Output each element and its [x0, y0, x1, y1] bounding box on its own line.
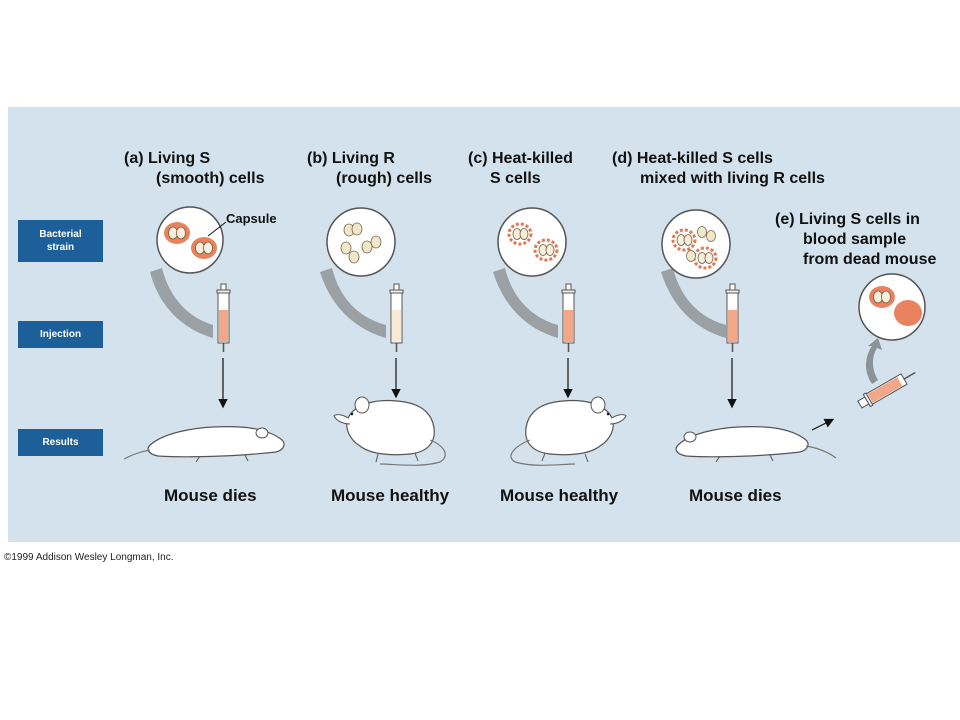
panel-c-title: (c) Heat-killed S cells — [468, 149, 573, 189]
syringe-icon — [389, 283, 404, 352]
funnel-shadow-b — [320, 268, 386, 338]
cell-circle-a — [156, 206, 224, 274]
r-cell-icon — [340, 222, 382, 264]
capsule-label: Capsule — [226, 211, 277, 226]
panel-e-title-line2: blood sample — [803, 231, 907, 248]
mixed-cells-icon — [671, 226, 718, 270]
panel-e-title: (e) Living S cells in blood sample from de… — [775, 210, 936, 270]
panel-b-title: (b) Living R (rough) cells — [307, 149, 432, 189]
panel-c-result: Mouse healthy — [500, 486, 619, 505]
panel-d-title-line1: (d) Heat-killed S cells — [612, 150, 773, 167]
dead-mouse-icon — [123, 426, 285, 463]
panel-d-result: Mouse dies — [689, 486, 782, 505]
panel-b-illustration — [320, 207, 446, 466]
syringe-icon — [561, 283, 576, 352]
funnel-shadow-d — [661, 268, 726, 338]
row-label-bacterial-strain-line2: strain — [46, 242, 75, 253]
panel-e-title-line1: (e) Living S cells in — [775, 211, 920, 228]
healthy-mouse-icon — [333, 396, 446, 466]
capsule-pointer — [207, 221, 227, 237]
syringe-icon — [216, 283, 231, 352]
panel-a-title-line1: (a) Living S — [124, 150, 211, 167]
dead-mouse-icon — [675, 426, 837, 463]
panel-d-title-line2: mixed with living R cells — [640, 170, 825, 187]
panel-a-title: (a) Living S (smooth) cells — [124, 149, 264, 189]
cell-circle-b — [326, 207, 396, 277]
s-cell-icon — [869, 286, 895, 308]
panel-b-title-line2: (rough) cells — [336, 170, 433, 187]
cell-circle-c — [497, 207, 567, 277]
blood-sample-arrow — [811, 418, 835, 431]
sample-transfer-arrow — [866, 338, 882, 384]
heat-killed-s-cell-icon — [507, 222, 559, 262]
row-label-injection-text: Injection — [39, 329, 82, 340]
copyright-notice: ©1999 Addison Wesley Longman, Inc. — [4, 552, 174, 563]
panel-a-title-line2: (smooth) cells — [156, 170, 265, 187]
row-label-results: Results — [18, 429, 103, 456]
panel-d-title: (d) Heat-killed S cells mixed with living… — [612, 149, 825, 189]
panel-c-title-line2: S cells — [490, 170, 541, 187]
healthy-mouse-icon — [510, 396, 627, 466]
figure-panel — [8, 107, 960, 542]
panel-e-title-line3: from dead mouse — [803, 251, 937, 268]
panel-b-title-line1: (b) Living R — [307, 150, 395, 167]
s-cell-icon — [191, 237, 217, 259]
panel-a-illustration — [123, 206, 285, 463]
funnel-shadow-c — [493, 268, 558, 338]
panel-a-result: Mouse dies — [164, 486, 257, 505]
syringe-icon — [725, 283, 740, 352]
s-cell-icon — [894, 300, 922, 326]
panel-c-title-line1: (c) Heat-killed — [468, 150, 573, 167]
row-label-injection: Injection — [18, 321, 103, 348]
panel-d-illustration — [661, 209, 837, 463]
panel-c-illustration — [493, 207, 627, 466]
s-cell-icon — [164, 222, 190, 244]
panel-e-illustration — [857, 273, 926, 409]
row-label-bacterial-strain-line1: Bacterial — [39, 229, 82, 240]
cell-circle-d — [661, 209, 731, 279]
panel-b-result: Mouse healthy — [331, 486, 450, 505]
row-label-results-text: Results — [42, 437, 79, 448]
row-label-bacterial-strain: Bacterial strain — [18, 220, 103, 262]
funnel-shadow-a — [150, 268, 213, 338]
syringe-icon — [857, 371, 916, 409]
